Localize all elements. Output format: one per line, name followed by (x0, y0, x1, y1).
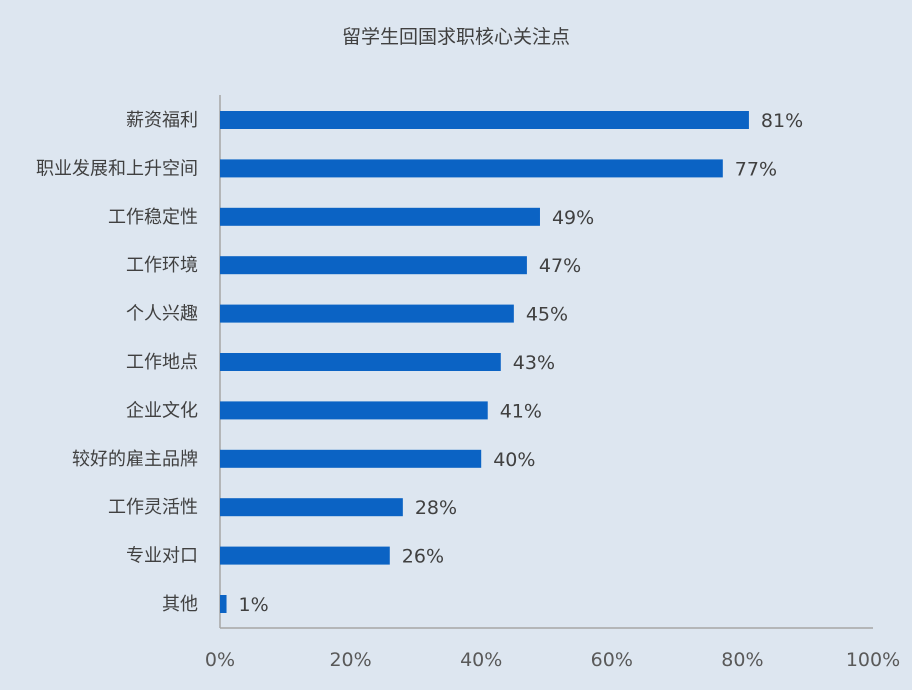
value-label: 45% (526, 304, 568, 326)
x-tick-label: 0% (205, 649, 235, 671)
value-label: 28% (415, 497, 457, 519)
bar (220, 256, 527, 275)
x-tick-label: 100% (846, 649, 900, 671)
category-label: 企业文化 (126, 400, 198, 421)
bar (220, 111, 749, 129)
value-label: 81% (761, 110, 803, 132)
bar (220, 207, 540, 226)
category-label: 个人兴趣 (126, 304, 198, 325)
bar (220, 304, 514, 323)
value-label: 40% (493, 449, 535, 471)
category-label: 其他 (162, 594, 198, 615)
value-label: 26% (402, 546, 444, 568)
bar (220, 546, 390, 565)
category-label: 工作地点 (126, 352, 198, 373)
value-label: 77% (735, 158, 777, 180)
value-label: 1% (239, 594, 269, 616)
category-label: 工作环境 (126, 255, 198, 276)
category-label: 专业对口 (126, 546, 198, 567)
value-label: 47% (539, 255, 581, 277)
category-label: 薪资福利 (126, 110, 198, 131)
bar (220, 159, 723, 178)
category-label: 较好的雇主品牌 (72, 449, 198, 470)
x-tick-label: 60% (591, 649, 633, 671)
value-label: 41% (500, 400, 542, 422)
bar (220, 595, 227, 613)
x-tick-label: 20% (329, 649, 371, 671)
bar (220, 449, 482, 468)
x-tick-label: 80% (721, 649, 763, 671)
category-label: 工作稳定性 (108, 207, 198, 228)
category-label: 工作灵活性 (108, 497, 198, 518)
x-tick-label: 40% (460, 649, 502, 671)
bar (220, 498, 403, 517)
chart-title: 留学生回国求职核心关注点 (341, 26, 570, 48)
category-label: 职业发展和上升空间 (36, 158, 198, 179)
value-label: 43% (513, 352, 555, 374)
bar (220, 353, 501, 371)
value-label: 49% (552, 207, 594, 229)
bar (220, 401, 488, 420)
